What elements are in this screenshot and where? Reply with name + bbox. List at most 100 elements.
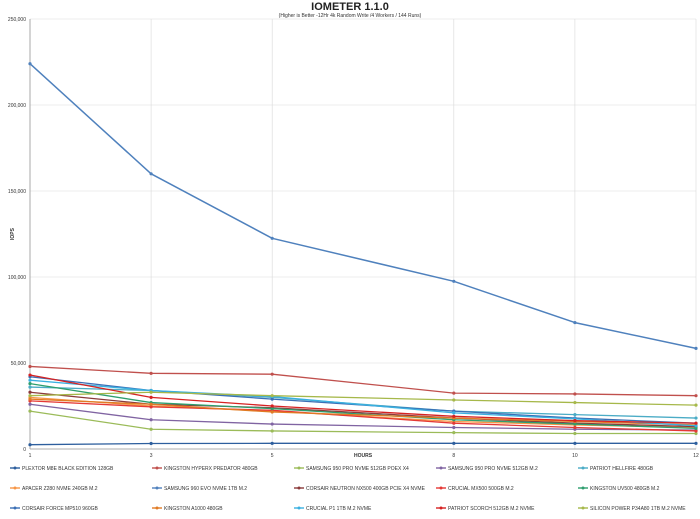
data-point <box>270 406 274 411</box>
data-point <box>28 402 32 406</box>
data-point <box>270 372 274 376</box>
legend-label: APACER Z280 NVME 240GB M.2 <box>22 486 98 492</box>
data-point <box>28 385 32 389</box>
data-point <box>28 364 32 369</box>
data-point <box>28 378 32 382</box>
legend-marker <box>581 466 585 470</box>
legend-marker <box>297 506 301 510</box>
legend-marker <box>155 486 159 490</box>
y-tick-label: 200,000 <box>8 103 26 109</box>
legend-marker <box>155 506 159 510</box>
legend-label: CRUCIAL P1 1TB M.2 NVME <box>306 506 372 512</box>
data-point <box>149 405 153 409</box>
legend: PLEXTOR M8E BLACK EDITION 128GB KINGSTON … <box>10 466 686 512</box>
legend-label: KINGSTON A1000 480GB <box>164 506 223 512</box>
data-point <box>28 382 32 386</box>
legend-label: PLEXTOR M8E BLACK EDITION 128GB <box>22 466 114 472</box>
series-line <box>29 400 697 432</box>
x-axis-title: HOURS <box>354 453 373 459</box>
data-point <box>149 418 153 422</box>
data-point <box>28 390 32 394</box>
data-point <box>149 172 153 176</box>
legend-label: SAMSUNG 950 PRO NVME 512GB POEX X4 <box>306 466 409 472</box>
data-point <box>452 441 456 445</box>
legend-marker <box>439 486 443 490</box>
y-tick-label: 100,000 <box>8 275 26 281</box>
legend-label: KINGSTON UV500 480GB M.2 <box>590 486 660 492</box>
legend-label: PATRIOT SCORCH 512GB M.2 NVME <box>448 506 535 512</box>
data-point <box>573 400 577 405</box>
y-tick-label: 0 <box>23 447 26 453</box>
data-point <box>270 410 274 414</box>
y-tick-label: 250,000 <box>8 17 26 23</box>
data-point <box>694 403 698 407</box>
series-line <box>29 403 697 431</box>
legend-marker <box>297 486 301 490</box>
data-point <box>452 279 456 283</box>
x-tick-label: 12 <box>693 453 699 459</box>
data-point <box>694 346 698 350</box>
data-point <box>694 421 698 425</box>
chart-subtitle: (Higher is Better -12Hr 4k Random Write … <box>278 13 422 19</box>
legend-marker <box>297 466 301 470</box>
legend-label: KINGSTON HYPERX PREDATOR 480GB <box>164 466 258 472</box>
series-line <box>29 365 697 397</box>
series-line <box>29 382 697 430</box>
data-point <box>573 431 577 436</box>
series-line <box>29 374 697 424</box>
data-point <box>28 443 32 447</box>
series-lines <box>28 62 698 447</box>
data-point <box>149 371 153 375</box>
data-point <box>270 394 274 398</box>
legend-label: SILICON POWER P34A80 1TB M.2 NVME <box>590 506 686 512</box>
series-line <box>29 398 697 426</box>
data-point <box>694 441 698 445</box>
data-point <box>270 429 274 433</box>
legend-label: CORSAIR NEUTRON NX500 400GB PCIE X4 NVME <box>306 486 426 492</box>
data-point <box>694 394 698 398</box>
data-point <box>28 397 32 401</box>
legend-marker <box>13 466 17 470</box>
legend-marker <box>581 486 585 490</box>
series-line <box>29 379 697 427</box>
data-point <box>28 409 32 413</box>
data-point <box>149 402 153 406</box>
data-point <box>573 392 577 396</box>
grid-lines <box>29 18 697 450</box>
legend-label: CORSAIR FORCE MP510 960GB <box>22 506 99 512</box>
data-point <box>270 441 274 445</box>
data-point <box>149 427 153 431</box>
data-point <box>28 373 32 377</box>
y-axis-title: IOPS <box>10 227 16 240</box>
data-point <box>694 429 698 433</box>
data-point <box>573 320 577 325</box>
data-point <box>573 422 577 426</box>
legend-label: SAMSUNG 960 EVO NVME 1TB M.2 <box>164 486 247 492</box>
data-point <box>270 422 274 426</box>
x-tick-label: 1 <box>29 453 32 459</box>
data-point <box>573 425 577 430</box>
legend-marker <box>439 506 443 510</box>
legend-label: CRUCIAL MX500 500GB M.2 <box>448 486 514 492</box>
legend-label: SAMSUNG 950 PRO NVME 512GB M.2 <box>448 466 538 472</box>
data-point <box>28 62 32 66</box>
y-tick-label: 50,000 <box>11 361 27 367</box>
chart-title: IOMETER 1.1.0 <box>311 1 389 13</box>
data-point <box>573 413 577 417</box>
x-tick-label: 10 <box>572 453 578 459</box>
data-point <box>149 390 153 394</box>
data-point <box>452 398 456 402</box>
data-point <box>452 431 456 435</box>
x-tick-label: 3 <box>150 453 153 459</box>
legend-marker <box>155 466 159 470</box>
series-line <box>29 391 697 406</box>
data-point <box>452 411 456 415</box>
legend-marker <box>439 466 443 470</box>
series-line <box>29 391 697 428</box>
y-tick-label: 150,000 <box>8 189 26 195</box>
data-point <box>452 425 456 430</box>
data-point <box>694 416 698 420</box>
axes: 0 50,000 100,000 150,000 200,000 250,000 1 3 5 8 1… <box>8 17 699 459</box>
data-point <box>149 395 153 399</box>
legend-marker <box>13 486 17 490</box>
